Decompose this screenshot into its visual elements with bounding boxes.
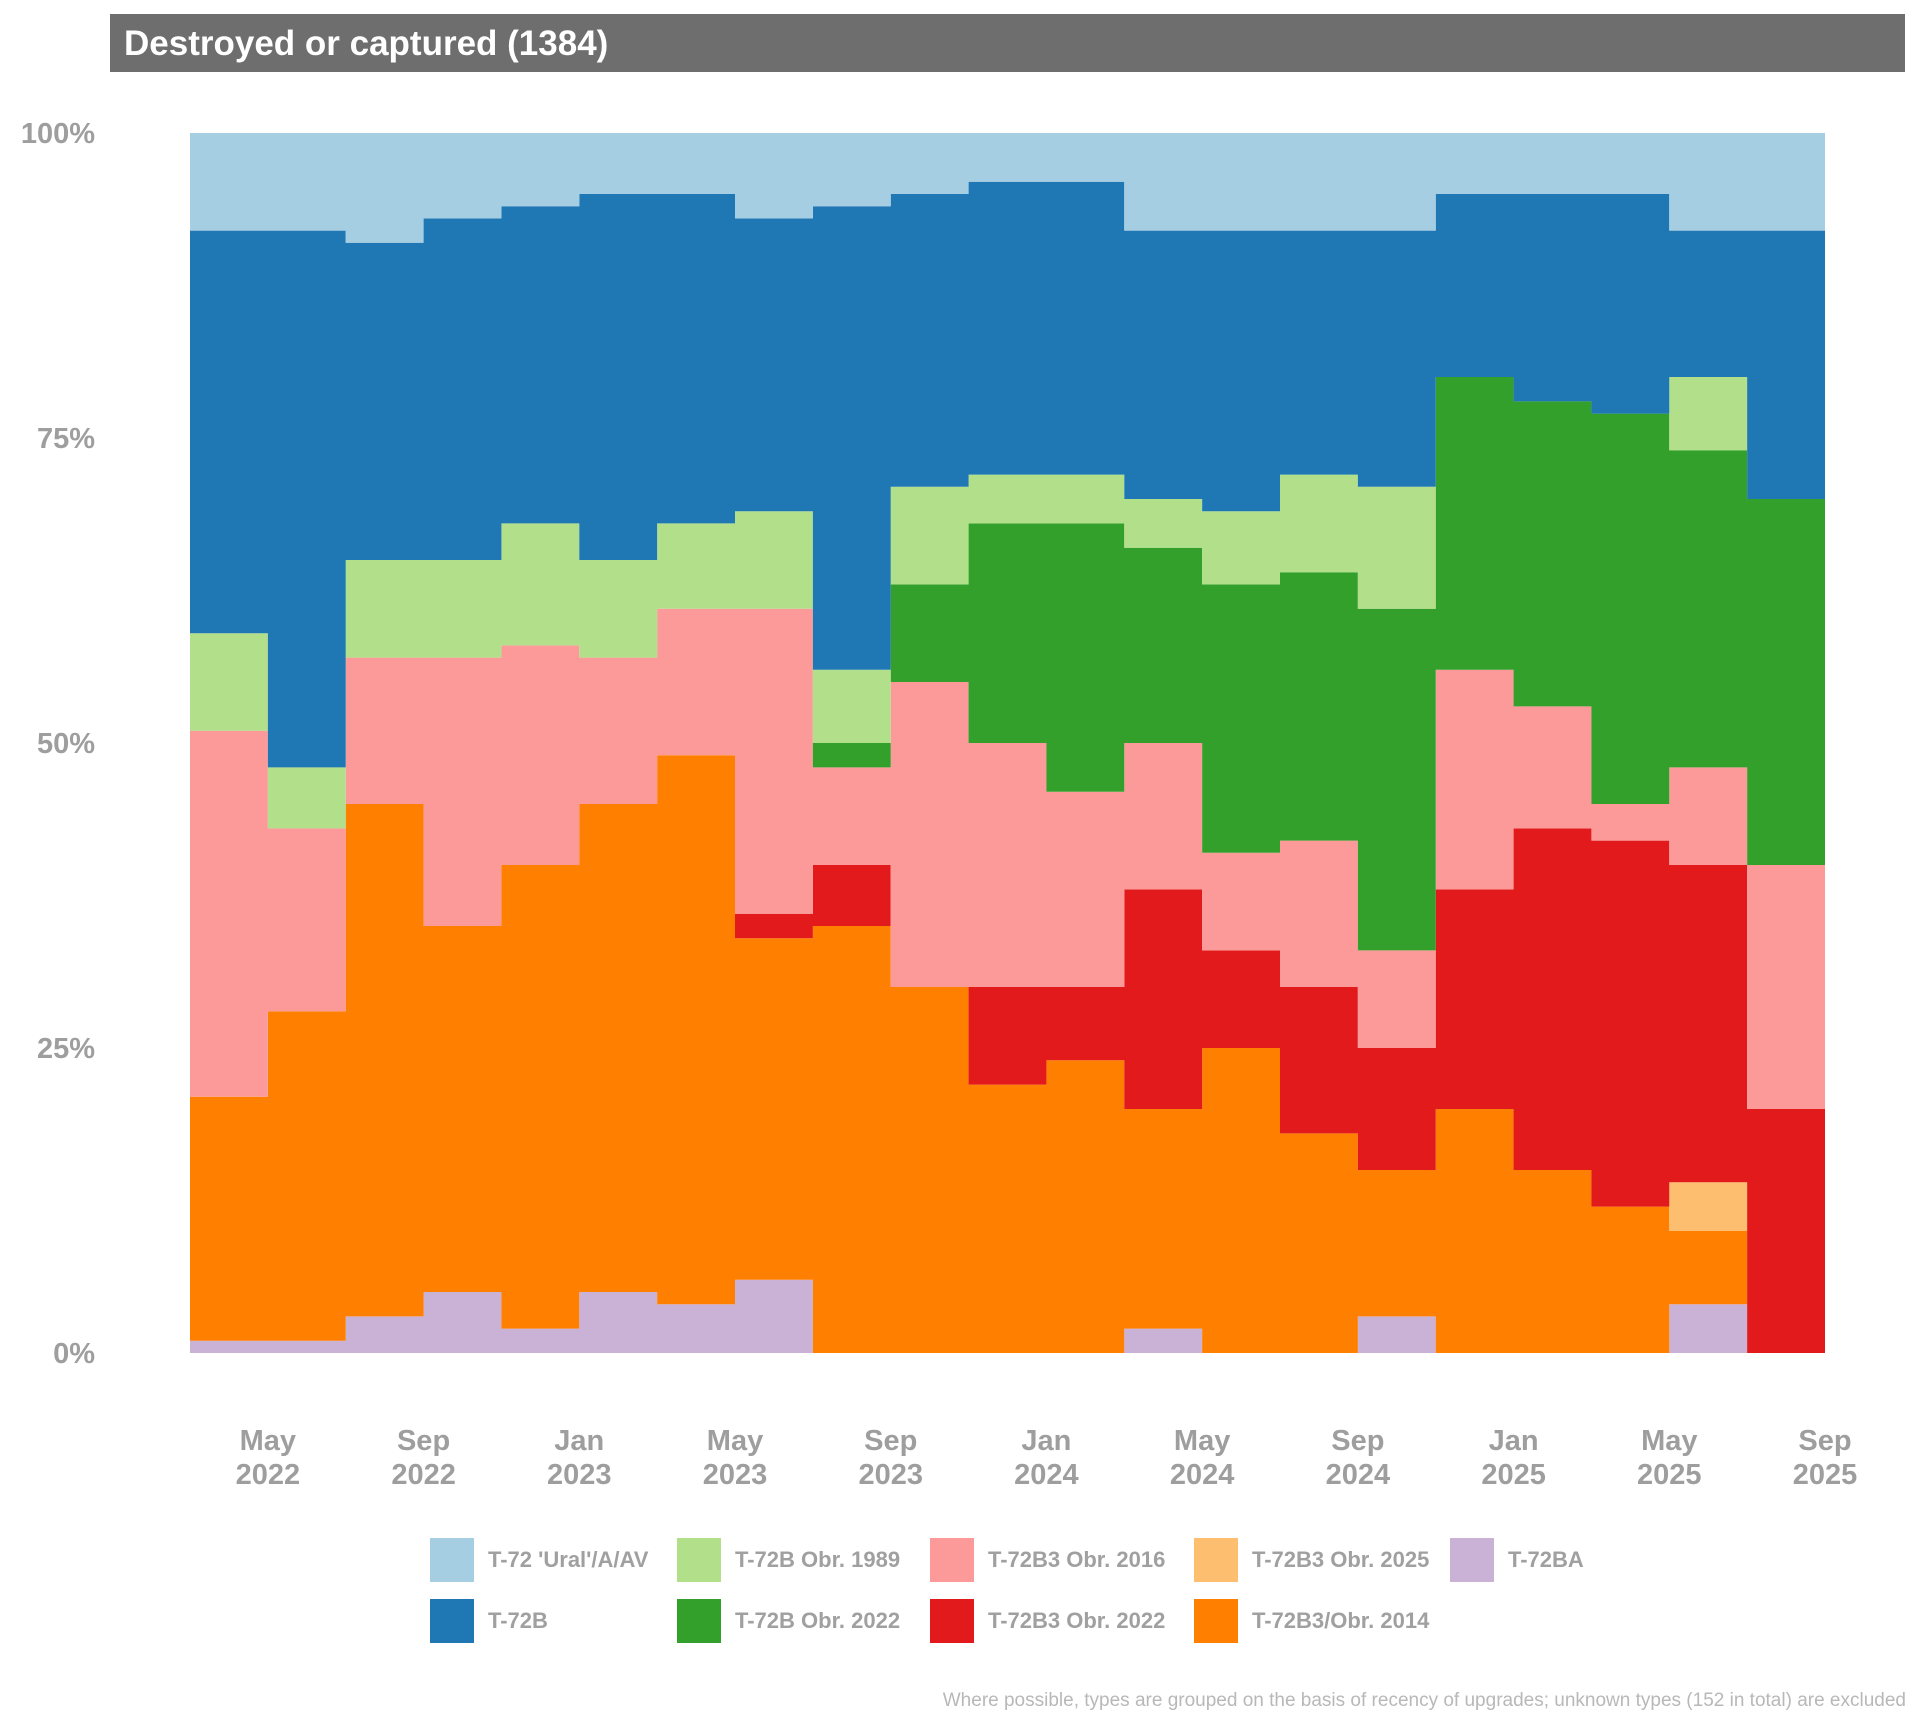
x-tick-year: 2024 [1014,1459,1079,1491]
x-tick-month: May [1641,1425,1697,1457]
x-tick-month: Jan [1489,1425,1539,1457]
x-tick-year: 2024 [1326,1459,1391,1491]
legend-swatch [1450,1538,1494,1582]
chart-title-bar: Destroyed or captured (1384) [110,14,1905,72]
x-tick-month: Sep [1331,1425,1384,1457]
x-tick-month: Sep [864,1425,917,1457]
legend-swatch [430,1538,474,1582]
x-tick-month: Sep [397,1425,450,1457]
area-series-t-72b-obr-2022 [190,377,1825,951]
x-tick-year: 2023 [547,1459,612,1491]
x-tick-year: 2022 [236,1459,301,1491]
x-tick-month: May [240,1425,296,1457]
footnote: Where possible, types are grouped on the… [942,1690,1906,1711]
legend-item: T-72BA [1450,1537,1584,1583]
x-tick-month: May [1174,1425,1230,1457]
legend-item: T-72B [430,1598,548,1644]
legend-item: T-72B3 Obr. 2022 [930,1598,1165,1644]
x-tick-month: Jan [1021,1425,1071,1457]
x-tick-year: 2025 [1637,1459,1702,1491]
x-tick-month: Sep [1798,1425,1851,1457]
legend-swatch [430,1599,474,1643]
x-tick-month: Jan [554,1425,604,1457]
legend-label: T-72B3 Obr. 2022 [988,1608,1166,1633]
plot-area [190,133,1825,1353]
x-tick-year: 2023 [703,1459,768,1491]
legend-item: T-72B Obr. 2022 [677,1598,900,1644]
area-series-t-72-ural-a-av [190,133,1825,243]
legend-label: T-72B3/Obr. 2014 [1252,1608,1430,1633]
legend-item: T-72B3/Obr. 2014 [1194,1598,1429,1644]
x-tick-year: 2024 [1170,1459,1235,1491]
legend-item: T-72B3 Obr. 2025 [1194,1537,1429,1583]
x-tick-month: May [707,1425,763,1457]
area-series-t-72ba [190,1279,1825,1353]
legend-label: T-72B Obr. 1989 [735,1547,901,1572]
legend-item: T-72 'Ural'/A/AV [430,1537,648,1583]
legend-label: T-72B3 Obr. 2016 [988,1547,1166,1572]
legend-swatch [930,1599,974,1643]
y-tick-label: 100% [21,118,95,150]
legend-swatch [677,1599,721,1643]
x-axis: May2022Sep2022Jan2023May2023Sep2023Jan20… [236,1425,1858,1491]
legend-item: T-72B Obr. 1989 [677,1537,900,1583]
legend-item: T-72B3 Obr. 2016 [930,1537,1165,1583]
area-series-t-72b-obr-1989 [190,377,1825,829]
y-axis: 0% 25% 50% 75% 100% [21,118,95,1370]
y-tick-label: 25% [37,1033,95,1065]
x-tick-year: 2022 [391,1459,456,1491]
legend-swatch [930,1538,974,1582]
y-tick-label: 0% [53,1338,95,1370]
legend-label: T-72B Obr. 2022 [735,1608,901,1633]
legend-swatch [1194,1599,1238,1643]
y-tick-label: 75% [37,423,95,455]
x-tick-year: 2025 [1793,1459,1858,1491]
y-tick-label: 50% [37,728,95,760]
area-series-t-72b3-obr-2016 [190,547,1825,1109]
area-series-t-72b3-obr-2014 [190,755,1825,1353]
legend-swatch [1194,1538,1238,1582]
area-series-t-72b [190,133,1825,768]
legend: T-72 'Ural'/A/AV T-72B Obr. 1989 T-72B3 Ob… [430,1537,1730,1667]
legend-label: T-72B3 Obr. 2025 [1252,1547,1430,1572]
legend-label: T-72B [488,1608,548,1633]
x-tick-year: 2023 [858,1459,923,1491]
area-series-t-72b3-obr-2022 [190,743,1825,1353]
x-tick-year: 2025 [1481,1459,1546,1491]
legend-label: T-72 'Ural'/A/AV [488,1547,649,1572]
legend-swatch [677,1538,721,1582]
chart-title: Destroyed or captured (1384) [124,24,609,63]
legend-label: T-72BA [1508,1547,1584,1572]
